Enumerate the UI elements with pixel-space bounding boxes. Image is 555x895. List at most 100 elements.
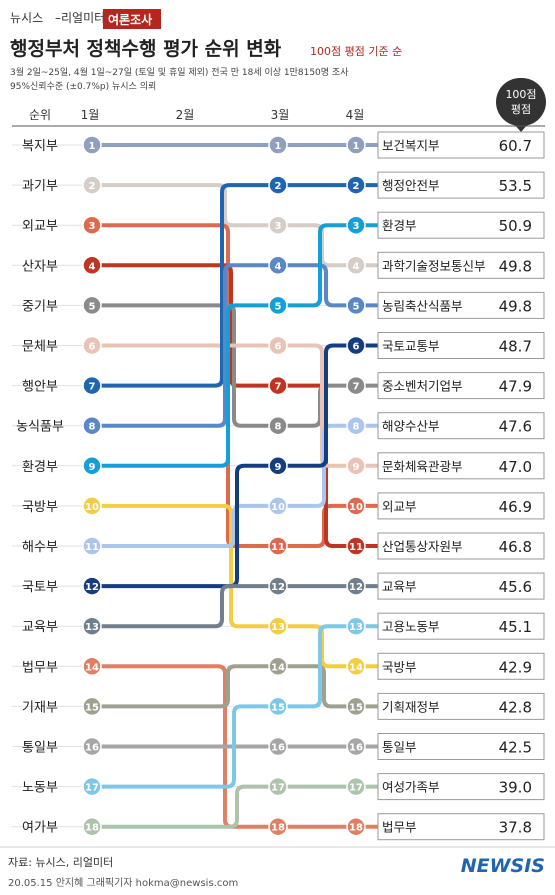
rank-number: 6: [89, 342, 96, 353]
ministry-label: 복지부: [22, 139, 58, 154]
ranking-box: [377, 412, 545, 440]
column-header: 1월: [81, 108, 100, 122]
rank-marker: [268, 295, 288, 316]
rank-number: 11: [85, 542, 99, 553]
ranking-name: 해양수산부: [382, 419, 440, 434]
rank-marker: [346, 736, 366, 757]
rank-marker: [268, 255, 288, 276]
ministry-label: 국방부: [22, 500, 58, 515]
rank-number: 14: [349, 662, 363, 673]
rank-number: 8: [353, 422, 360, 433]
series-line: [92, 263, 378, 548]
ministry-label: 환경부: [22, 460, 58, 475]
rank-number: 16: [271, 743, 285, 754]
ministry-label: 기재부: [22, 700, 58, 715]
ministry-label: 중기부: [22, 299, 58, 314]
ministry-label: 국토부: [22, 580, 58, 595]
rank-number: 4: [89, 261, 96, 272]
rank-marker: [82, 776, 102, 797]
rank-number: 13: [349, 622, 363, 633]
ministry-label: 산자부: [22, 259, 58, 274]
ranking-name: 교육부: [382, 579, 417, 594]
rank-marker: [268, 135, 288, 155]
rank-number: 5: [353, 301, 360, 312]
rank-marker: [346, 656, 366, 677]
rank-marker: [82, 255, 102, 276]
rank-number: 15: [85, 702, 99, 713]
ranking-score: 46.9: [499, 498, 532, 516]
rank-number: 9: [353, 462, 360, 473]
ranking-score: 42.9: [499, 658, 532, 676]
ranking-score: 47.6: [499, 418, 532, 436]
ranking-box: [377, 692, 545, 720]
ranking-name: 외교부: [382, 499, 417, 514]
rank-number: 13: [85, 622, 99, 633]
ranking-name: 법무부: [382, 820, 417, 835]
rank-number: 18: [85, 823, 99, 834]
rank-number: 7: [89, 382, 96, 393]
ranking-score: 45.1: [499, 618, 532, 636]
source-note: 자료: 뉴시스, 리얼미터: [8, 855, 113, 869]
rank-marker: [268, 816, 288, 837]
rank-number: 13: [271, 622, 285, 633]
rank-number: 17: [85, 783, 99, 794]
rank-number: 11: [349, 542, 363, 553]
rank-number: 15: [271, 702, 285, 713]
ranking-box: [377, 211, 545, 239]
rank-marker: [82, 536, 102, 556]
rank-number: 12: [349, 582, 363, 593]
ranking-box: [377, 532, 545, 560]
rank-number: 3: [353, 221, 360, 232]
survey-tag-background: [103, 9, 161, 29]
ranking-box: [377, 572, 545, 600]
rank-number: 10: [85, 502, 99, 513]
rank-marker: [268, 656, 288, 677]
ministry-label: 노동부: [22, 781, 58, 796]
rank-marker: [346, 616, 366, 636]
rank-number: 1: [89, 141, 96, 152]
column-header: 4월: [346, 108, 365, 122]
ranking-score: 49.8: [499, 257, 532, 275]
ranking-score: 60.7: [499, 137, 532, 155]
rank-marker: [346, 375, 366, 396]
rank-marker: [268, 415, 288, 436]
ministry-label: 외교부: [22, 219, 58, 234]
rank-marker: [82, 456, 102, 476]
credit-note: 20.05.15 안지혜 그래픽기자 hokma@newsis.com: [8, 877, 238, 889]
ranking-box: [377, 612, 545, 640]
ranking-score: 50.9: [499, 217, 532, 235]
rank-marker: [82, 576, 102, 596]
rank-marker: [268, 616, 288, 636]
score-header-badge: [496, 78, 546, 126]
rank-marker: [82, 375, 102, 396]
rank-marker: [346, 335, 366, 356]
subtitle-line-2: 95%신뢰수준 (±0.7%p) 뉴시스 의뢰: [10, 81, 156, 92]
rank-number: 3: [89, 221, 96, 232]
ranking-box: [377, 813, 545, 841]
series-line: [92, 303, 378, 428]
ranking-box: [377, 652, 545, 680]
rank-number: 8: [275, 422, 282, 433]
rank-marker: [268, 496, 288, 516]
series-line: [92, 784, 378, 829]
rank-marker: [346, 496, 366, 516]
survey-tag: 여론조사: [108, 12, 152, 27]
ranking-name: 산업통상자원부: [382, 539, 463, 554]
series-line: [92, 263, 378, 428]
ministry-label: 교육부: [22, 620, 58, 635]
rank-number: 17: [271, 783, 285, 794]
rank-marker: [82, 696, 102, 717]
series-line: [92, 624, 378, 789]
ranking-score: 45.6: [499, 578, 532, 596]
rank-number: 1: [353, 141, 360, 152]
rank-number: 9: [89, 462, 96, 473]
column-header: 3월: [271, 108, 290, 122]
rank-marker: [268, 696, 288, 717]
ministry-label: 통일부: [22, 741, 58, 756]
ranking-name: 통일부: [382, 740, 417, 755]
ranking-box: [377, 492, 545, 520]
rank-number: 6: [275, 342, 282, 353]
rank-number: 5: [275, 301, 282, 312]
rank-number: 14: [85, 662, 99, 673]
ministry-label: 법무부: [22, 660, 58, 675]
